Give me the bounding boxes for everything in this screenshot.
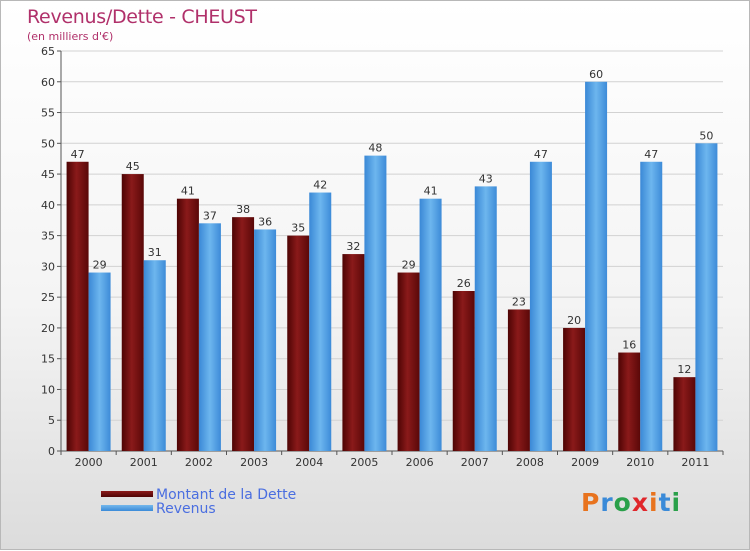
data-label-dette: 32 [346,240,360,253]
data-label-revenus: 48 [368,142,382,155]
x-tick-label: 2011 [681,456,709,469]
bar-dette-2011 [673,377,696,451]
x-tick-label: 2003 [240,456,268,469]
bar-revenus-2007 [474,186,497,451]
data-label-dette: 20 [567,314,581,327]
bar-revenus-2000 [88,272,111,451]
bar-revenus-2008 [529,161,552,451]
data-label-revenus: 37 [203,209,217,222]
data-label-revenus: 42 [313,179,327,192]
data-label-revenus: 43 [479,172,493,185]
bar-revenus-2010 [640,161,663,451]
data-label-revenus: 50 [699,129,713,142]
y-tick-label: 35 [41,230,55,243]
data-label-dette: 35 [291,222,305,235]
legend-swatch-dette [101,491,153,497]
logo-letter: i [649,488,659,517]
x-tick-label: 2009 [571,456,599,469]
data-label-revenus: 36 [258,215,272,228]
legend-label-revenus: Revenus [156,501,216,517]
x-tick-label: 2006 [406,456,434,469]
y-tick-label: 0 [48,445,55,458]
data-label-dette: 41 [181,185,195,198]
logo-letter: o [613,488,632,517]
logo-letter: i [671,488,682,517]
data-label-dette: 45 [126,160,140,173]
bar-revenus-2003 [254,229,277,451]
y-tick-label: 55 [41,107,55,120]
x-tick-label: 2001 [130,456,158,469]
bar-dette-2008 [507,309,530,451]
logo-letter: x [631,488,649,517]
logo-letter: t [658,488,672,517]
data-label-revenus: 60 [589,68,603,81]
data-label-dette: 12 [677,363,691,376]
bar-dette-2002 [176,198,199,451]
data-label-revenus: 47 [644,148,658,161]
x-tick-label: 2000 [75,456,103,469]
data-label-revenus: 29 [93,259,107,272]
y-tick-label: 20 [41,322,55,335]
bar-revenus-2011 [695,143,718,452]
y-tick-label: 60 [41,76,55,89]
y-tick-label: 25 [41,291,55,304]
bar-dette-2000 [66,161,89,451]
bar-revenus-2002 [198,223,221,451]
logo-letter: P [581,488,601,517]
bar-dette-2009 [563,327,586,451]
y-tick-label: 65 [41,45,55,58]
data-label-revenus: 31 [148,246,162,259]
x-tick-label: 2004 [295,456,323,469]
y-tick-label: 5 [48,414,55,427]
y-tick-label: 50 [41,137,55,150]
bar-revenus-2009 [585,81,608,452]
y-tick-label: 15 [41,353,55,366]
bar-dette-2005 [342,254,365,451]
bar-dette-2004 [287,235,310,451]
bar-dette-2001 [121,174,144,452]
bar-dette-2003 [232,217,255,451]
grid-lines [61,50,723,452]
bar-dette-2006 [397,272,420,451]
y-tick-label: 45 [41,168,55,181]
x-tick-label: 2002 [185,456,213,469]
data-label-dette: 26 [457,277,471,290]
chart-subtitle: (en milliers d'€) [27,30,114,43]
y-tick-label: 30 [41,260,55,273]
bars [66,81,718,452]
proxiti-logo: Proxiti [581,488,681,517]
y-tick-label: 40 [41,199,55,212]
x-tick-label: 2007 [461,456,489,469]
legend-swatch-revenus [101,505,153,511]
bar-revenus-2001 [143,260,166,451]
logo-letter: r [600,488,614,517]
bar-revenus-2004 [309,192,332,452]
data-labels: 47 29 45 31 41 37 38 36 35 42 32 48 29 41 26 43 23 47 20 60… [71,68,714,376]
x-tick-label: 2008 [516,456,544,469]
chart-title: Revenus/Dette - CHEUST [27,6,257,28]
axes: 0 5 10 15 20 25 30 35 40 45 50 55 60 65 2000 2001 2002 20… [41,45,724,469]
bar-revenus-2005 [364,155,387,451]
data-label-dette: 23 [512,295,526,308]
x-tick-label: 2005 [350,456,378,469]
data-label-dette: 38 [236,203,250,216]
data-label-dette: 47 [71,148,85,161]
bar-dette-2007 [452,291,475,451]
data-label-revenus: 47 [534,148,548,161]
bar-revenus-2006 [419,198,442,451]
data-label-dette: 29 [402,259,416,272]
bar-dette-2010 [618,352,641,451]
data-label-revenus: 41 [424,185,438,198]
legend-label-dette: Montant de la Dette [156,487,297,503]
data-label-dette: 16 [622,339,636,352]
x-tick-label: 2010 [626,456,654,469]
y-tick-label: 10 [41,383,55,396]
